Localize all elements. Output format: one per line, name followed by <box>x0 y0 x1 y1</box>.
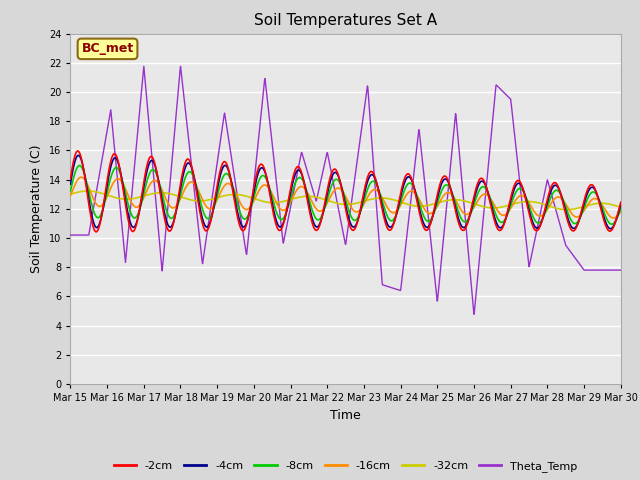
Text: BC_met: BC_met <box>81 42 134 55</box>
X-axis label: Time: Time <box>330 408 361 421</box>
Y-axis label: Soil Temperature (C): Soil Temperature (C) <box>30 144 44 273</box>
Legend: -2cm, -4cm, -8cm, -16cm, -32cm, Theta_Temp: -2cm, -4cm, -8cm, -16cm, -32cm, Theta_Te… <box>109 457 582 477</box>
Title: Soil Temperatures Set A: Soil Temperatures Set A <box>254 13 437 28</box>
